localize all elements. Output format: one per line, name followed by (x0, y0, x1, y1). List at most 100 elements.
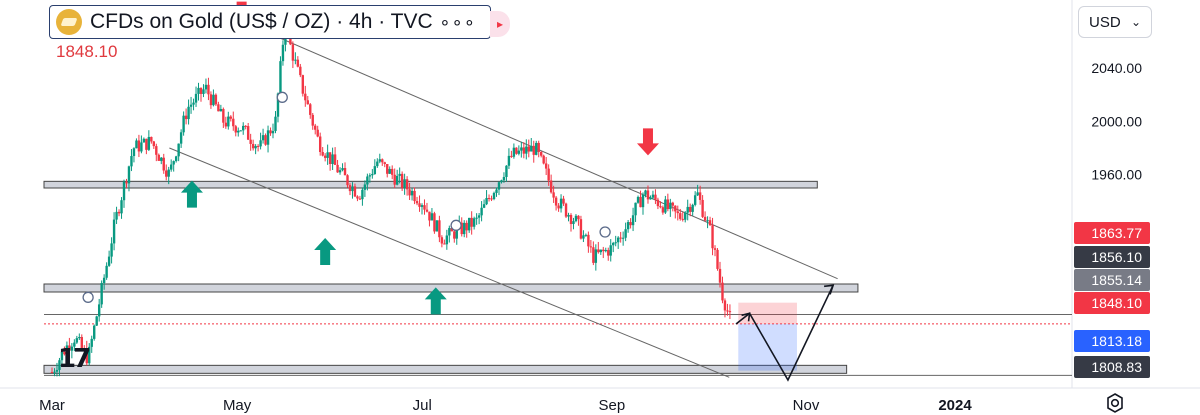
candle-body (537, 142, 540, 152)
candle-body (127, 166, 131, 184)
support-resistance-zone (43, 283, 859, 293)
candle-body (266, 130, 270, 145)
candle-body (562, 198, 565, 204)
candle-body (261, 135, 265, 141)
candle-body (256, 145, 260, 147)
candle-body (331, 154, 334, 164)
candle-body (480, 207, 483, 216)
candle-body (634, 202, 637, 216)
candle-body (579, 219, 583, 239)
candle-body (353, 186, 357, 197)
x-tick-label: Mar (39, 397, 65, 414)
candle-body (93, 325, 96, 339)
trend-channel-line (250, 24, 838, 280)
candle-body (609, 245, 612, 256)
support-resistance-zone (43, 364, 848, 374)
candle-body (383, 162, 386, 165)
candle-body (567, 214, 570, 217)
arrow-down-icon (636, 128, 659, 156)
candle-body (681, 218, 684, 220)
chevron-down-icon: ⌄ (1130, 15, 1141, 29)
candle-body (706, 220, 709, 222)
candle-body (291, 44, 295, 61)
candle-body (440, 237, 444, 244)
currency-select[interactable]: USD ⌄ (1078, 6, 1152, 38)
candle-body (192, 102, 195, 105)
candle-body (259, 140, 262, 147)
candle-body (125, 181, 128, 184)
candle-body (718, 268, 722, 283)
settings-icon[interactable] (1104, 392, 1126, 414)
candle-body (669, 202, 672, 210)
candle-body (517, 150, 521, 154)
candle-body (351, 186, 354, 192)
candle-body (147, 136, 151, 150)
take-profit-box (738, 324, 797, 371)
candle-body (95, 316, 98, 326)
symbol-title: CFDs on Gold (US$ / OZ) · 4h · TVC (90, 10, 433, 33)
candle-body (120, 200, 123, 214)
candle-body (53, 371, 56, 373)
candle-body (515, 147, 518, 154)
candle-body (318, 136, 322, 152)
candle-body (415, 201, 419, 204)
symbol-header[interactable]: CFDs on Gold (US$ / OZ) · 4h · TVC ∘∘∘ (49, 5, 491, 39)
candle-body (569, 214, 573, 225)
candle-body (314, 125, 317, 130)
candle-body (554, 197, 558, 206)
candle-body (194, 93, 198, 103)
candle-body (88, 346, 91, 364)
candle-body (418, 203, 421, 207)
arrow-up-icon (424, 287, 447, 315)
candle-body (626, 222, 630, 230)
candle-body (122, 181, 126, 201)
candle-body (413, 190, 416, 202)
candle-body (711, 225, 714, 249)
candle-body (202, 89, 205, 94)
candle-body (659, 206, 662, 208)
candle-body (661, 207, 665, 213)
candle-body (584, 234, 588, 236)
candle-body (467, 217, 471, 231)
candle-body (433, 213, 436, 232)
candle-body (557, 205, 560, 209)
candle-body (472, 218, 476, 227)
candle-body (160, 157, 163, 161)
price-axis-badge (1074, 356, 1150, 378)
candle-body (410, 190, 414, 196)
candle-body (612, 242, 615, 246)
candle-body (405, 179, 409, 190)
candle-body (577, 215, 580, 220)
candle-body (420, 205, 424, 207)
price-axis-badge (1074, 222, 1150, 244)
candle-body (58, 360, 61, 370)
candle-body (304, 93, 307, 101)
candle-body (619, 237, 622, 239)
price-axis-badge (1074, 292, 1150, 314)
candle-body (395, 175, 399, 185)
candle-body (651, 194, 655, 198)
candle-body (510, 155, 513, 157)
candle-body (428, 211, 431, 221)
gold-icon (56, 9, 82, 35)
candle-body (155, 146, 158, 155)
candle-body (572, 221, 575, 225)
more-icon[interactable]: ∘∘∘ (439, 11, 476, 32)
candle-body (296, 59, 300, 67)
candle-body (132, 148, 136, 157)
candle-body (636, 196, 640, 203)
candle-body (70, 346, 74, 351)
candle-body (438, 220, 441, 238)
price-axis-badge-text: 1863.77 (1091, 225, 1142, 241)
flag-icon[interactable]: ▸ (490, 11, 510, 37)
candle-body (512, 147, 516, 157)
candle-body (522, 147, 526, 154)
candle-body (152, 141, 156, 147)
pivot-circle (599, 226, 611, 238)
candle-body (656, 199, 660, 207)
candle-body (604, 250, 607, 252)
candle-body (398, 173, 401, 176)
candle-body (311, 114, 314, 126)
price-axis-badge (1074, 246, 1150, 268)
